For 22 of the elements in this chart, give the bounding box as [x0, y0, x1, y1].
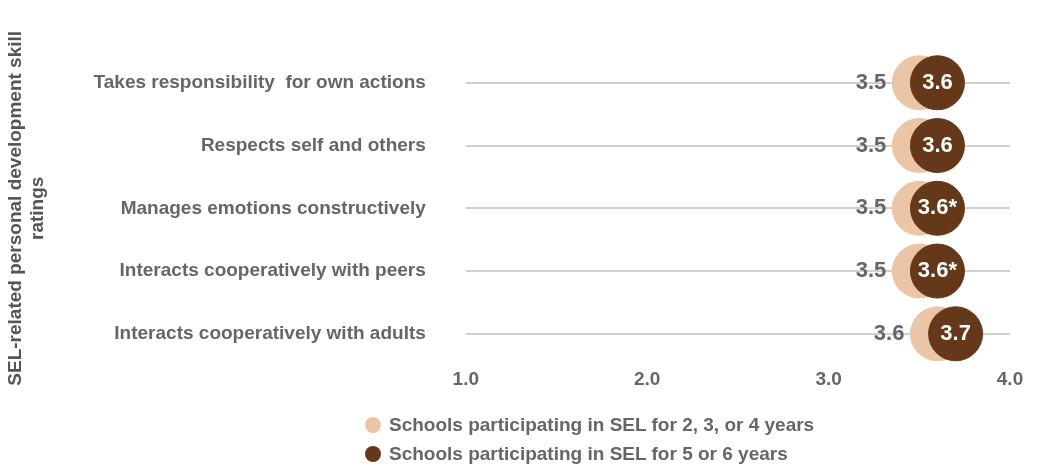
y-tick-label: Respects self and others — [200, 133, 426, 155]
y-axis-title: SEL-related personal development skill ratings — [3, 30, 48, 386]
data-label: 3.6* — [917, 257, 958, 283]
y-tick-label: Manages emotions constructively — [120, 196, 427, 218]
data-label: 3.7 — [940, 319, 971, 345]
x-tick-label: 4.0 — [996, 367, 1024, 389]
data-label: 3.6 — [922, 68, 953, 94]
y-tick-label: Takes responsibility for own actions — [93, 71, 426, 93]
x-tick-label: 3.0 — [815, 367, 842, 389]
y-tick-label: Interacts cooperatively with peers — [119, 259, 426, 281]
data-label: 3.5 — [855, 68, 887, 94]
x-tick-label: 1.0 — [452, 367, 480, 389]
data-label: 3.6 — [873, 319, 905, 345]
x-tick-label: 2.0 — [634, 367, 661, 389]
data-label: 3.5 — [855, 257, 887, 283]
y-tick-label: Interacts cooperatively with adults — [114, 322, 426, 344]
legend-label: Schools participating in SEL for 2, 3, or 4 years — [389, 413, 815, 436]
data-label: 3.6* — [917, 194, 958, 220]
data-label: 3.5 — [855, 194, 887, 220]
data-label: 3.5 — [855, 131, 887, 157]
data-label: 3.6 — [922, 131, 953, 157]
legend-label: Schools participating in SEL for 5 or 6 years — [389, 442, 788, 465]
